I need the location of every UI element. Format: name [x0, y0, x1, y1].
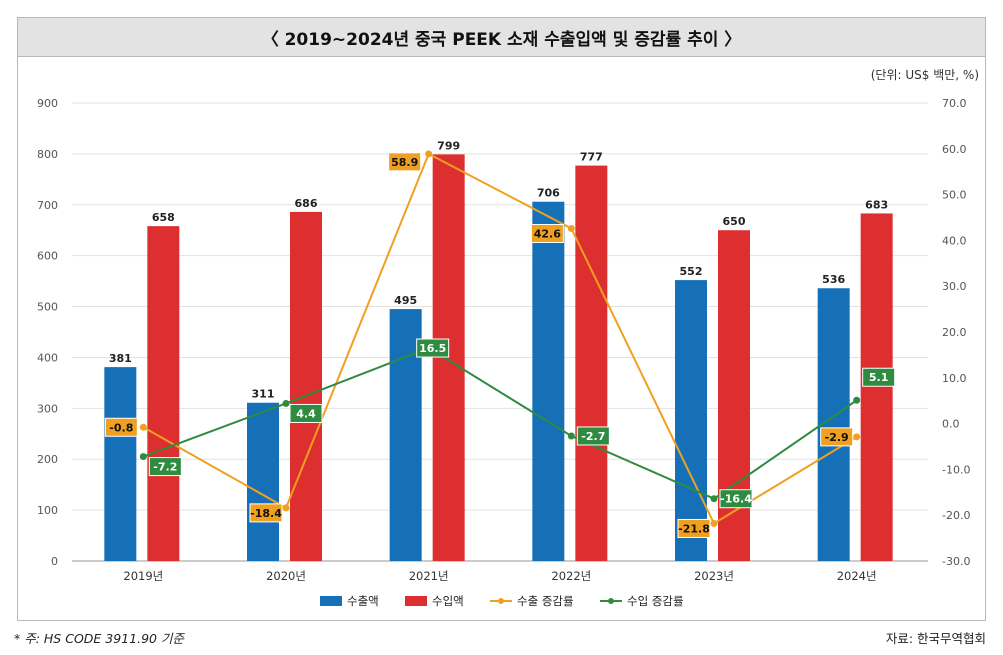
export-rate-label-box: [104, 417, 138, 437]
import-bar: [432, 154, 465, 562]
y-left-tick-label: 300: [37, 402, 58, 415]
y-left-tick-label: 800: [37, 148, 58, 161]
export-rate-label-box: [677, 518, 711, 538]
legend-label: 수입액: [432, 594, 464, 608]
y-right-tick-label: -30.0: [942, 555, 970, 568]
y-right-tick-label: 50.0: [942, 189, 967, 202]
export-rate-label: -0.8: [109, 421, 133, 434]
y-right-tick-label: 60.0: [942, 143, 967, 156]
y-right-tick-label: 70.0: [942, 97, 967, 110]
export-rate-marker: [853, 433, 861, 441]
export-rate-label: 58.9: [391, 156, 418, 169]
import-rate-label: 16.5: [419, 342, 446, 355]
export-rate-label-box: [820, 427, 854, 447]
y-left-tick-label: 900: [37, 97, 58, 110]
export-rate-marker: [139, 423, 147, 431]
import-rate-line: [142, 346, 858, 500]
export-rate-line: [142, 152, 858, 525]
export-bar: [532, 201, 565, 562]
y-left-tick-label: 200: [37, 453, 58, 466]
y-left-tick-label: 700: [37, 199, 58, 212]
export-rate-marker: [710, 519, 718, 527]
export-value-label: 706: [537, 187, 560, 200]
import-rate-label: 5.1: [869, 371, 889, 384]
export-value-label: 552: [680, 265, 703, 278]
import-rate-marker: [567, 432, 575, 440]
chart-title: 〈 2019~2024년 중국 PEEK 소재 수출입액 및 증감률 추이 〉: [17, 17, 986, 57]
x-tick-label: 2022년: [551, 569, 591, 583]
y-right-tick-label: 10.0: [942, 372, 967, 385]
import-rate-marker: [853, 396, 861, 404]
export-value-label: 311: [252, 388, 275, 401]
export-rate-label: -21.8: [678, 522, 710, 535]
y-left-tick-label: 500: [37, 301, 58, 314]
import-rate-label-box: [289, 403, 323, 423]
import-bar: [147, 226, 180, 561]
import-value-label: 658: [152, 211, 175, 224]
y-right-tick-label: -10.0: [942, 463, 970, 476]
import-rate-label: -2.7: [581, 430, 605, 443]
export-value-label: 536: [822, 273, 845, 286]
import-rate-label: 4.4: [296, 407, 316, 420]
import-value-label: 686: [295, 197, 318, 210]
import-bar: [860, 213, 893, 561]
legend-swatch: [405, 596, 427, 606]
chart-canvas: 0 100 200 300 400 500 600 700 800 900 -30.0 -20.0 -1…: [37, 97, 970, 608]
x-tick-label: 2024년: [837, 569, 877, 583]
legend-label: 수출액: [347, 594, 379, 608]
legend-marker: [498, 598, 504, 604]
source-label: 자료: 한국무역협회: [885, 631, 986, 646]
y-right-tick-label: -20.0: [942, 509, 970, 522]
import-rate-label-box: [576, 426, 610, 446]
y-left-tick-label: 600: [37, 250, 58, 263]
import-rate-label-box: [719, 489, 753, 509]
export-rate-marker: [425, 150, 433, 158]
import-bar: [290, 211, 322, 561]
import-rate-label-box: [862, 367, 896, 387]
export-rate-label-box: [388, 152, 422, 172]
import-value-label: 650: [723, 215, 746, 228]
y-right-tick-label: 40.0: [942, 234, 967, 247]
x-tick-label: 2020년: [266, 569, 306, 583]
export-rate-marker: [567, 224, 575, 232]
export-value-label: 381: [109, 352, 132, 365]
import-rate-label-box: [416, 338, 450, 358]
legend-label: 수출 증감률: [517, 594, 574, 608]
import-rate-marker: [139, 453, 147, 461]
import-rate-marker: [282, 399, 290, 407]
export-rate-label-box: [530, 223, 564, 243]
unit-label: (단위: US$ 백만, %): [870, 68, 979, 82]
x-tick-label: 2021년: [409, 569, 449, 583]
export-rate-label: -2.9: [825, 431, 849, 444]
export-bar: [675, 280, 707, 561]
legend-swatch: [320, 596, 342, 606]
import-rate-label: -7.2: [153, 461, 177, 474]
import-value-label: 777: [580, 151, 603, 164]
export-rate-label: -18.4: [250, 507, 282, 520]
export-rate-marker: [282, 504, 290, 512]
import-value-label: 799: [437, 139, 460, 152]
import-value-label: 683: [865, 198, 888, 211]
import-rate-label-box: [148, 457, 182, 477]
import-rate-marker: [710, 495, 718, 503]
x-tick-label: 2023년: [694, 569, 734, 583]
y-right-tick-label: 20.0: [942, 326, 967, 339]
import-rate-label: -16.4: [720, 493, 752, 506]
y-right-tick-label: 0.0: [942, 418, 960, 431]
legend-marker: [608, 598, 614, 604]
y-left-tick-label: 100: [37, 504, 58, 517]
export-rate-label: 42.6: [534, 227, 561, 240]
y-left-tick-label: 0: [51, 555, 58, 568]
y-left-tick-label: 400: [37, 351, 58, 364]
legend-label: 수입 증감률: [627, 594, 684, 608]
export-bar: [247, 402, 279, 561]
footnote: * 주: HS CODE 3911.90 기준: [14, 631, 184, 646]
export-rate-label-box: [249, 503, 283, 523]
import-bar: [575, 165, 608, 562]
export-bar: [104, 367, 137, 561]
y-right-tick-label: 30.0: [942, 280, 967, 293]
x-tick-label: 2019년: [123, 569, 163, 583]
export-value-label: 495: [394, 294, 417, 307]
